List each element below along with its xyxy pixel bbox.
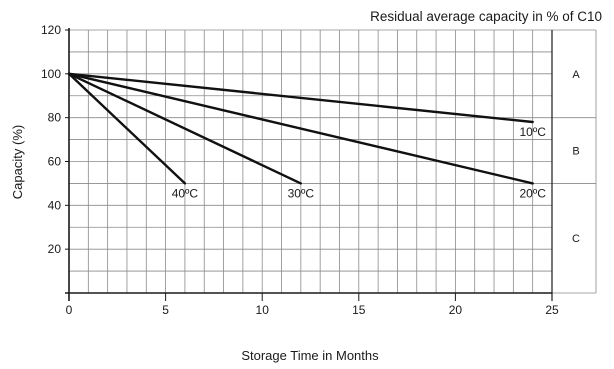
axes: 0 5 10 15 20 25 20 40 60 80 100 120 <box>41 23 559 317</box>
x-tick-label: 0 <box>66 303 73 317</box>
x-tick-label: 25 <box>545 303 559 317</box>
zone-label: A <box>572 69 580 81</box>
series-label: 40ºC <box>172 186 199 200</box>
x-tick-label: 20 <box>449 303 463 317</box>
y-tick-label: 20 <box>48 242 62 256</box>
y-tick-label: 100 <box>41 67 61 81</box>
x-tick-label: 5 <box>162 303 169 317</box>
zone-label: C <box>572 233 580 245</box>
series-label: 30ºC <box>288 186 315 200</box>
x-tick-label: 10 <box>256 303 270 317</box>
zone-panel: A B C <box>552 29 597 294</box>
series-line <box>67 72 187 185</box>
series-line <box>67 72 534 185</box>
series-lines <box>67 72 534 185</box>
y-tick-label: 60 <box>48 155 62 169</box>
y-tick-label: 80 <box>48 111 62 125</box>
y-tick-label: 40 <box>48 198 62 212</box>
chart-labels: 10ºC 20ºC 30ºC 40ºC <box>172 125 546 200</box>
zone-label: B <box>572 146 579 158</box>
x-axis-label: Storage Time in Months <box>241 348 379 363</box>
grid <box>69 29 552 293</box>
y-axis-label: Capacity (%) <box>10 125 25 199</box>
y-tick-label: 120 <box>41 23 61 37</box>
chart-title: Residual average capacity in % of C10 <box>370 9 602 24</box>
series-line <box>67 72 534 124</box>
series-label: 20ºC <box>519 186 546 200</box>
x-tick-label: 15 <box>352 303 366 317</box>
series-label: 10ºC <box>519 125 546 139</box>
series-line <box>67 72 302 185</box>
